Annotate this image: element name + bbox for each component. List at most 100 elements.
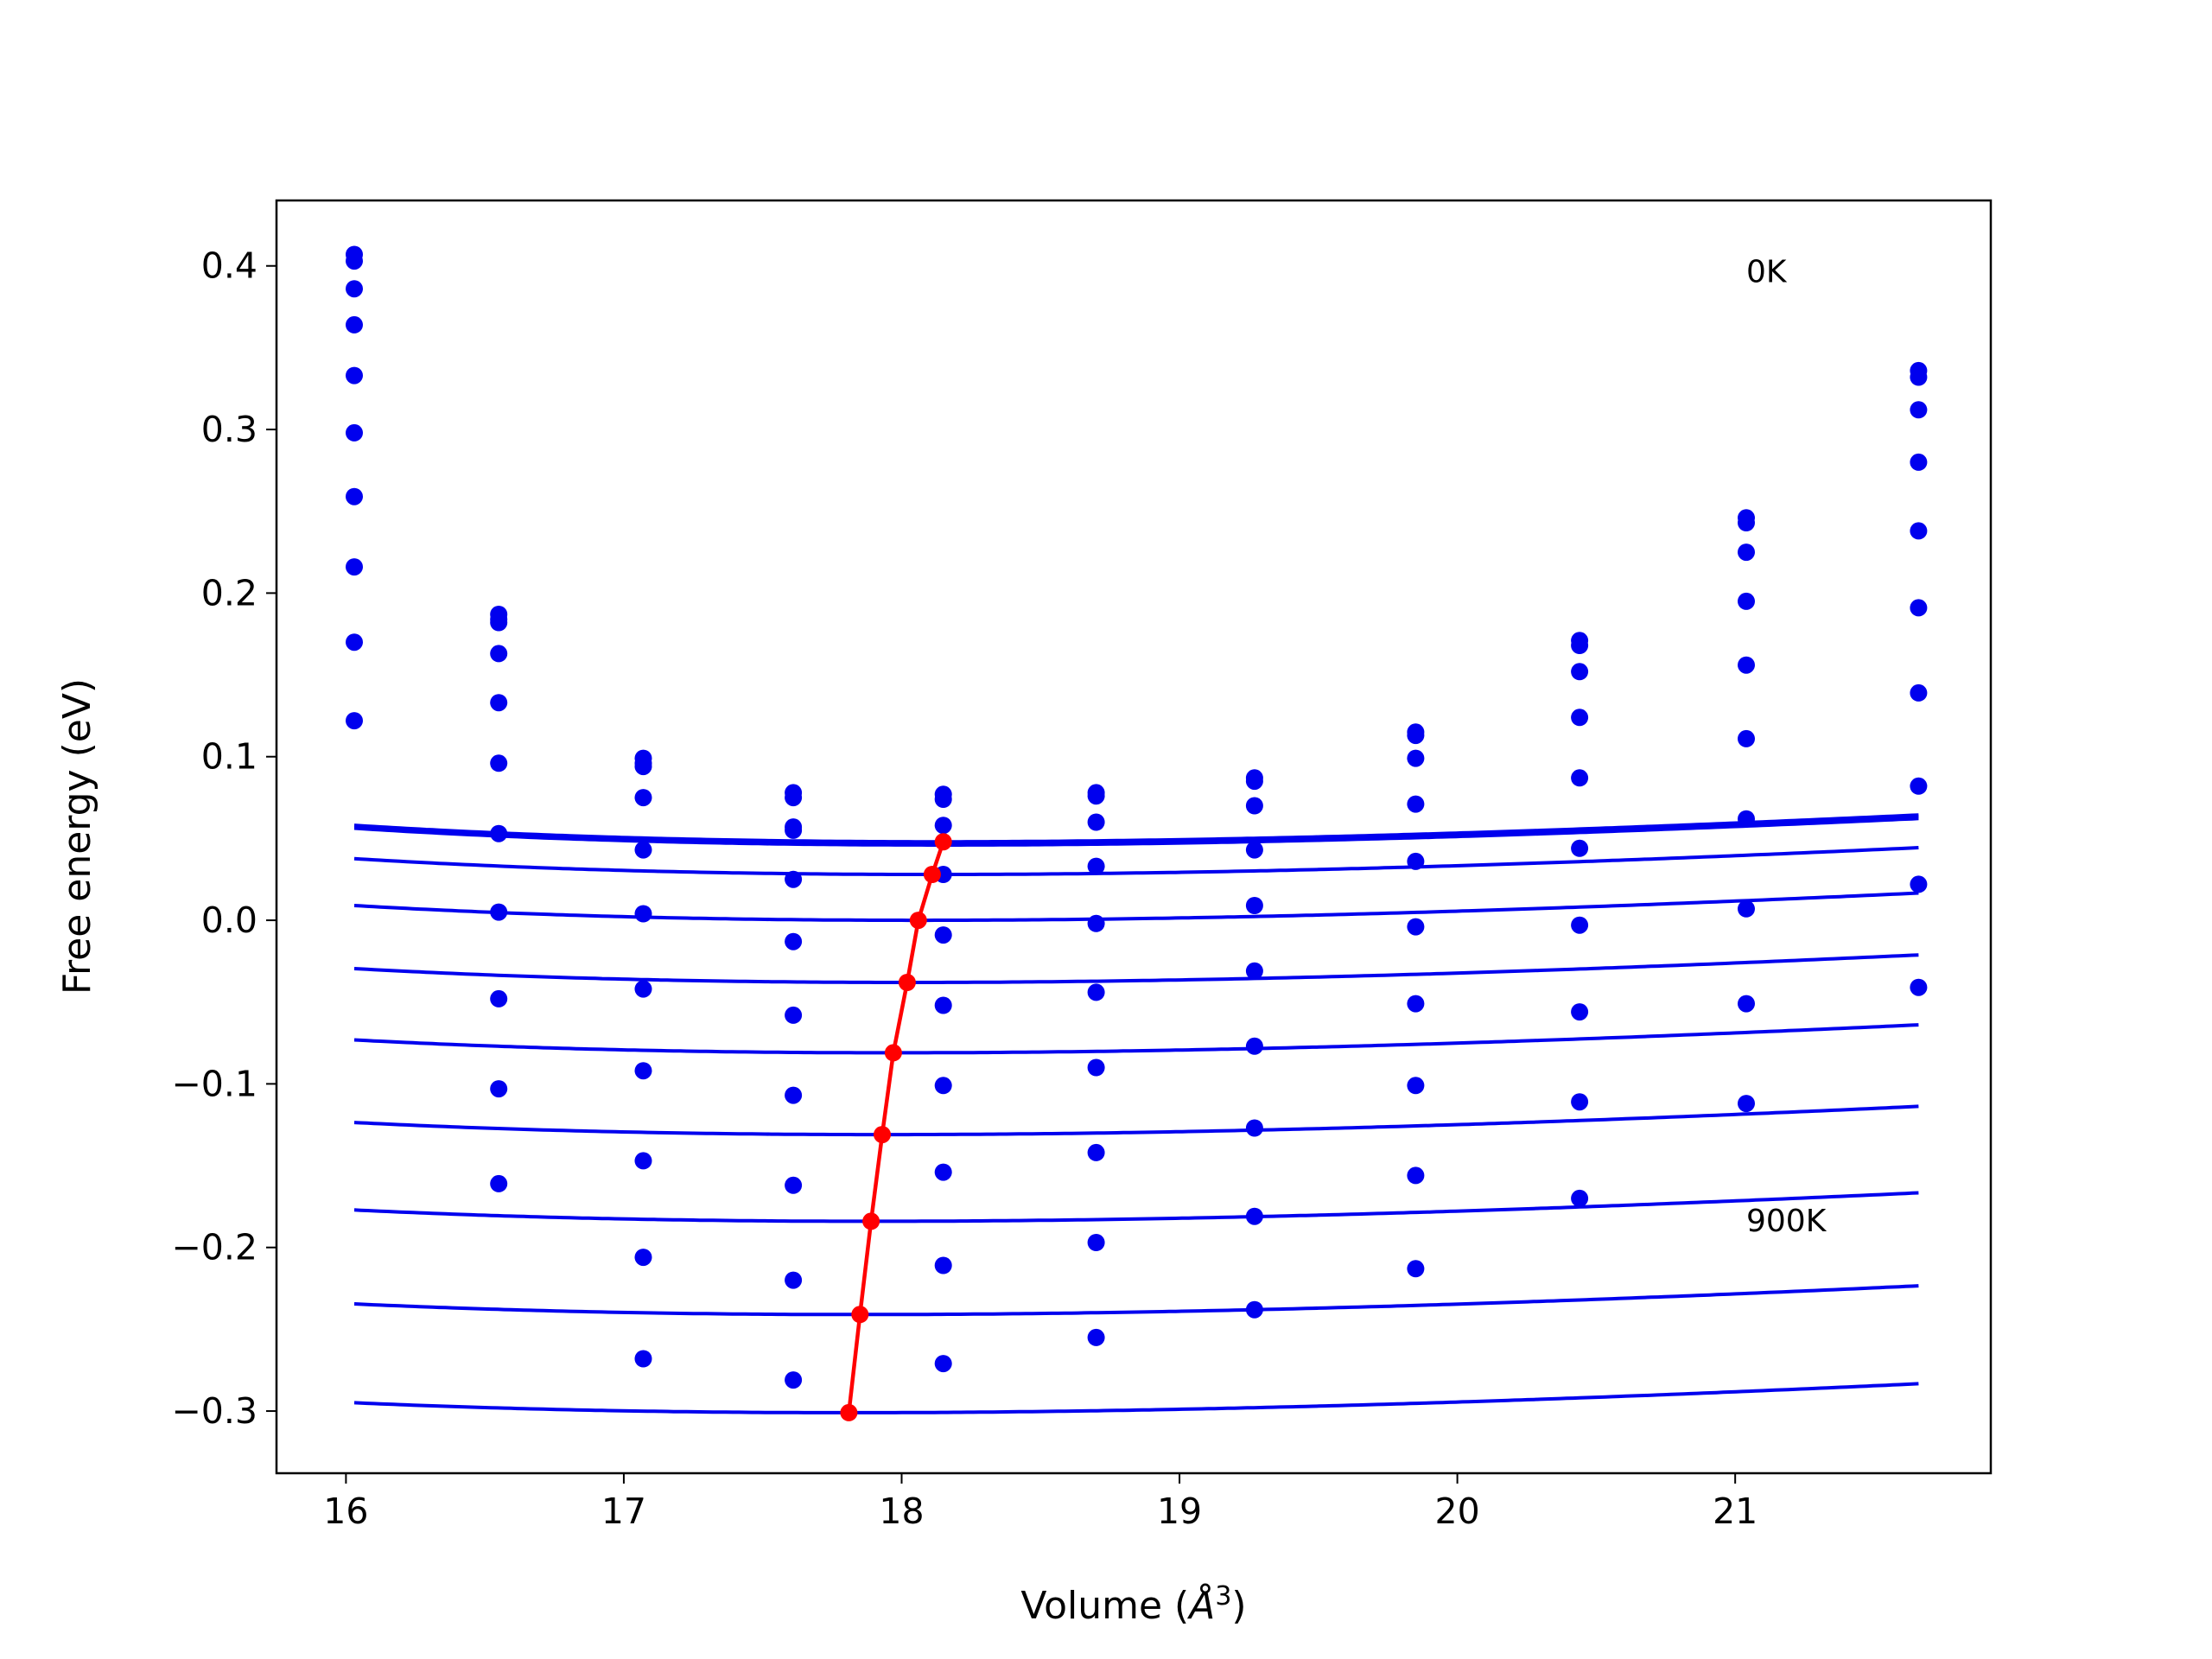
data-point-4-3 <box>634 789 652 807</box>
data-point-8-1 <box>346 558 363 576</box>
data-point-2-7 <box>1245 772 1263 791</box>
data-point-6-8 <box>1407 918 1425 936</box>
fit-curve-8 <box>353 1104 1919 1137</box>
annotation-1: 0K <box>1746 255 1788 290</box>
data-point-3-10 <box>1738 543 1755 562</box>
data-point-3-6 <box>1087 813 1105 831</box>
data-point-6-11 <box>1910 599 1928 617</box>
data-point-9-7 <box>1245 1207 1263 1225</box>
minimum-point-1 <box>934 833 952 851</box>
fit-curve-11 <box>353 1382 1919 1414</box>
data-point-4-7 <box>1245 841 1263 859</box>
y-tick-label-3: 0.2 <box>201 572 257 613</box>
annotations: 0K 900K <box>1746 255 1827 1239</box>
y-tick-label-6: −0.1 <box>171 1063 257 1104</box>
data-point-8-2 <box>490 903 508 921</box>
data-point-3-7 <box>1245 797 1263 815</box>
data-point-10-11 <box>1910 978 1928 996</box>
data-point-4-2 <box>490 645 508 663</box>
data-point-8-7 <box>1245 1119 1263 1137</box>
data-point-4-9 <box>1571 709 1589 727</box>
data-point-10-3 <box>634 1249 652 1267</box>
data-point-11-3 <box>634 1350 652 1368</box>
data-point-8-10 <box>1738 899 1755 918</box>
fit-curves <box>353 813 1919 1414</box>
data-point-4-11 <box>1910 453 1928 471</box>
data-point-5-11 <box>1910 522 1928 540</box>
data-point-5-7 <box>1245 897 1263 914</box>
data-point-10-10 <box>1738 1095 1755 1113</box>
data-point-3-3 <box>634 758 652 776</box>
y-tick-label-7: −0.2 <box>171 1227 257 1268</box>
data-point-9-4 <box>785 1176 803 1194</box>
data-point-7-1 <box>346 487 363 505</box>
y-tick-label-1: 0.4 <box>201 245 257 287</box>
data-point-4-10 <box>1738 592 1755 610</box>
minimum-point-7 <box>862 1212 880 1230</box>
data-point-5-2 <box>490 694 508 712</box>
data-point-5-8 <box>1407 852 1425 870</box>
data-point-9-5 <box>934 1256 952 1274</box>
data-point-2-6 <box>1087 787 1105 805</box>
y-tick-label-5: 0.0 <box>201 899 257 941</box>
data-point-10-6 <box>1087 1328 1105 1346</box>
minimum-point-9 <box>840 1403 858 1421</box>
data-point-8-11 <box>1910 777 1928 795</box>
data-point-2-4 <box>785 789 803 807</box>
data-point-7-6 <box>1087 1058 1105 1077</box>
minimum-point-3 <box>909 912 927 930</box>
x-axis-ticks: 16 17 18 19 20 21 <box>323 1473 1758 1532</box>
x-tick-label-4: 19 <box>1157 1491 1202 1532</box>
data-point-9-2 <box>490 989 508 1007</box>
data-point-4-6 <box>1087 857 1105 875</box>
minimum-point-4 <box>898 974 916 991</box>
x-tick-label-5: 20 <box>1435 1491 1480 1532</box>
data-point-6-6 <box>1087 983 1105 1001</box>
data-point-10-8 <box>1407 1260 1425 1278</box>
data-point-2-10 <box>1738 514 1755 531</box>
data-point-4-1 <box>346 315 363 334</box>
fit-curve-4 <box>353 846 1919 876</box>
data-point-7-4 <box>785 1006 803 1024</box>
x-tick-label-2: 17 <box>601 1491 646 1532</box>
x-tick-label-1: 16 <box>323 1491 368 1532</box>
data-point-9-6 <box>1087 1234 1105 1251</box>
data-point-6-3 <box>634 905 652 923</box>
data-point-4-4 <box>785 821 803 839</box>
data-point-5-6 <box>1087 914 1105 932</box>
fit-curve-6 <box>353 953 1919 984</box>
data-point-3-11 <box>1910 401 1928 419</box>
data-point-6-9 <box>1571 839 1589 857</box>
data-points <box>346 245 1928 1389</box>
fit-curve-10 <box>353 1284 1919 1317</box>
data-point-2-1 <box>346 252 363 270</box>
data-point-3-1 <box>346 280 363 298</box>
fit-curve-7 <box>353 1023 1919 1055</box>
minimum-point-6 <box>874 1126 891 1144</box>
data-point-10-9 <box>1571 1189 1589 1207</box>
data-point-8-8 <box>1407 1077 1425 1095</box>
data-point-7-11 <box>1910 683 1928 702</box>
data-point-4-8 <box>1407 795 1425 813</box>
data-point-7-7 <box>1245 1037 1263 1055</box>
data-point-11-2 <box>490 1174 508 1192</box>
data-point-5-10 <box>1738 656 1755 674</box>
y-axis-ticks: 0.4 0.3 0.2 0.1 0.0 −0.1 −0.2 −0.3 <box>171 245 276 1432</box>
data-point-3-8 <box>1407 749 1425 767</box>
data-point-3-9 <box>1571 663 1589 681</box>
data-point-8-5 <box>934 1163 952 1181</box>
data-point-10-1 <box>346 712 363 730</box>
data-point-2-5 <box>934 791 952 808</box>
minimum-line <box>840 833 952 1421</box>
data-point-5-4 <box>785 870 803 888</box>
fit-curve-9 <box>353 1191 1919 1224</box>
data-point-7-2 <box>490 824 508 842</box>
minimum-point-2 <box>923 866 941 883</box>
data-point-11-4 <box>785 1371 803 1389</box>
data-point-10-5 <box>934 1355 952 1373</box>
data-point-7-10 <box>1738 810 1755 828</box>
data-point-2-9 <box>1571 637 1589 654</box>
data-point-9-9 <box>1571 1093 1589 1111</box>
data-point-9-3 <box>634 1152 652 1170</box>
